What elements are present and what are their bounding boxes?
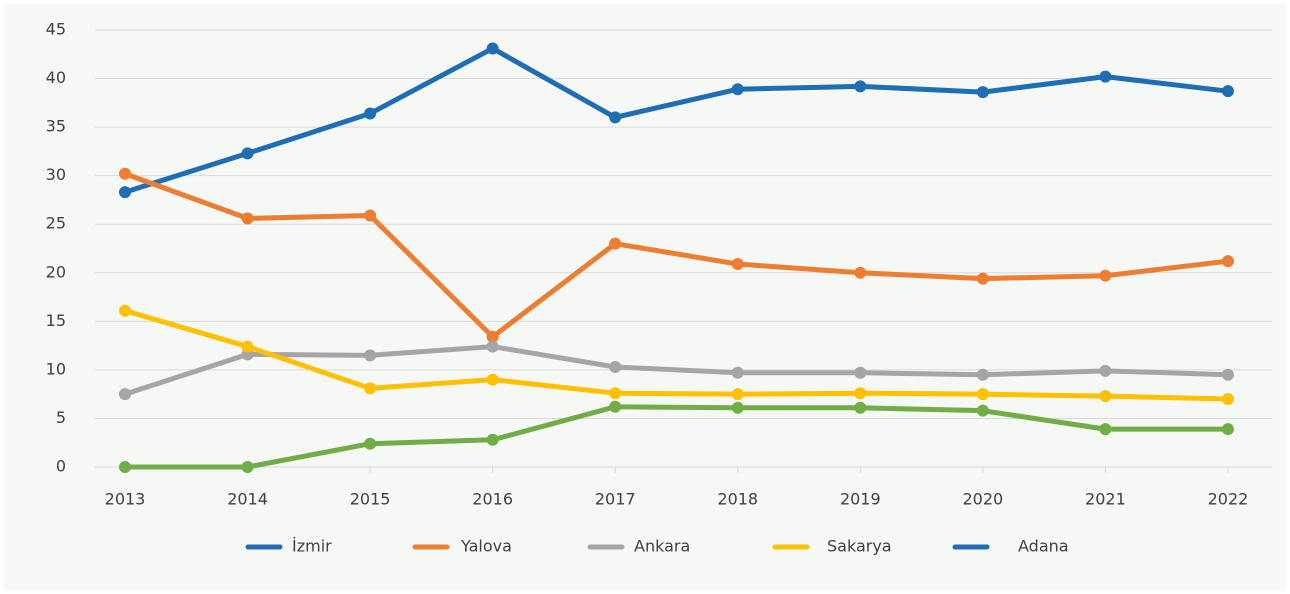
point <box>119 388 131 401</box>
y-tick-label: 40 <box>46 68 66 87</box>
point <box>119 304 131 317</box>
x-tick-label: 2015 <box>350 490 391 509</box>
point <box>1221 255 1234 268</box>
y-tick-label: 10 <box>46 359 66 378</box>
point <box>854 266 867 279</box>
y-tick-label: 25 <box>46 214 66 233</box>
point <box>241 461 254 473</box>
legend-label: İzmir <box>292 537 332 556</box>
series-line <box>124 171 1229 340</box>
point <box>364 209 377 222</box>
x-tick-label: 2018 <box>717 490 758 509</box>
point <box>119 186 131 199</box>
point <box>854 401 867 414</box>
point <box>609 400 622 413</box>
point <box>1099 70 1112 83</box>
point <box>1221 393 1234 406</box>
point <box>1099 364 1112 377</box>
point <box>486 330 499 343</box>
point <box>976 388 989 401</box>
point <box>486 340 499 353</box>
point <box>731 366 744 379</box>
y-tick-label: 20 <box>46 262 66 281</box>
series-line <box>124 308 1229 402</box>
point <box>976 404 989 417</box>
point <box>854 366 867 379</box>
point <box>364 349 377 362</box>
x-tick-label: 2019 <box>840 490 881 509</box>
x-tick-label: 2017 <box>595 490 636 509</box>
point <box>241 212 254 225</box>
point <box>731 258 744 271</box>
point <box>364 382 377 395</box>
point <box>854 387 867 400</box>
y-tick-label: 15 <box>46 311 66 330</box>
point <box>486 42 499 55</box>
point <box>976 86 989 99</box>
series-line <box>124 45 1229 195</box>
point <box>731 401 744 414</box>
point <box>976 368 989 381</box>
point <box>1221 368 1234 381</box>
y-tick-label: 0 <box>56 457 66 476</box>
point <box>609 360 622 373</box>
series-line <box>124 344 1229 397</box>
legend-label: Yalova <box>460 537 512 556</box>
point <box>364 107 377 120</box>
point <box>364 437 377 450</box>
x-tick-label: 2016 <box>472 490 513 509</box>
point <box>1099 423 1112 436</box>
x-tick-label: 2014 <box>227 490 268 509</box>
point <box>609 237 622 250</box>
point <box>486 373 499 386</box>
point <box>1099 269 1112 282</box>
point <box>241 340 254 353</box>
chart-background <box>4 4 1286 590</box>
point <box>119 167 131 180</box>
point <box>1221 423 1234 436</box>
y-tick-label: 45 <box>46 20 66 39</box>
y-tick-label: 30 <box>46 165 66 184</box>
point <box>609 111 622 124</box>
legend-label: Ankara <box>634 537 690 556</box>
point <box>1221 85 1234 98</box>
x-tick-label: 2020 <box>962 490 1003 509</box>
point <box>119 461 131 473</box>
x-tick-label: 2022 <box>1208 490 1249 509</box>
x-tick-label: 2021 <box>1085 490 1126 509</box>
point <box>241 147 254 160</box>
point <box>609 387 622 400</box>
point <box>731 388 744 401</box>
y-tick-label: 5 <box>56 408 66 427</box>
legend-label: Adana <box>1018 537 1069 556</box>
point <box>486 433 499 446</box>
legend-label: Sakarya <box>827 537 892 556</box>
point <box>976 272 989 285</box>
point <box>854 80 867 93</box>
series-line <box>125 404 1228 470</box>
point <box>1099 390 1112 403</box>
point <box>731 83 744 96</box>
y-tick-label: 35 <box>46 117 66 136</box>
x-tick-label: 2013 <box>105 490 146 509</box>
